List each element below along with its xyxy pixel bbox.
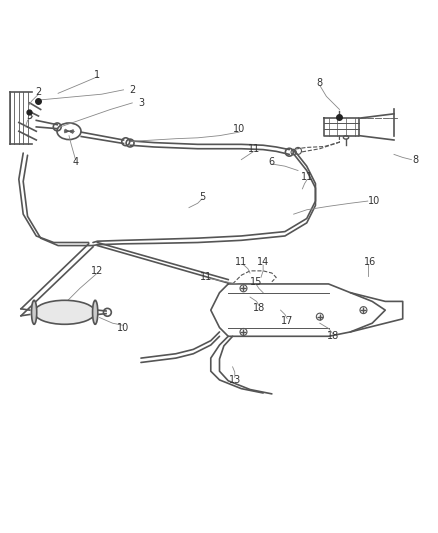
Text: 3: 3: [27, 111, 33, 121]
Text: 4: 4: [72, 157, 78, 167]
Text: 8: 8: [316, 78, 322, 88]
Ellipse shape: [92, 300, 98, 324]
Text: 11: 11: [300, 172, 312, 182]
Text: 18: 18: [326, 332, 338, 341]
Text: 15: 15: [250, 277, 262, 287]
Text: 13: 13: [228, 375, 240, 385]
Text: 10: 10: [233, 124, 245, 134]
Text: 10: 10: [117, 322, 129, 333]
Text: 10: 10: [367, 196, 380, 206]
Text: 11: 11: [200, 272, 212, 282]
Text: 8: 8: [412, 155, 418, 165]
Text: 11: 11: [235, 257, 247, 267]
Text: 2: 2: [35, 87, 42, 97]
Ellipse shape: [34, 300, 95, 324]
Text: 3: 3: [138, 98, 144, 108]
Text: 14: 14: [256, 257, 268, 267]
Text: 2: 2: [129, 85, 135, 95]
Text: 5: 5: [198, 192, 205, 201]
Text: 1: 1: [94, 70, 100, 79]
Text: 17: 17: [280, 316, 293, 326]
Text: 16: 16: [363, 257, 375, 267]
Ellipse shape: [32, 300, 37, 324]
Text: 12: 12: [91, 266, 103, 276]
Text: 11: 11: [248, 144, 260, 154]
Text: 6: 6: [268, 157, 274, 167]
Text: 18: 18: [252, 303, 264, 313]
